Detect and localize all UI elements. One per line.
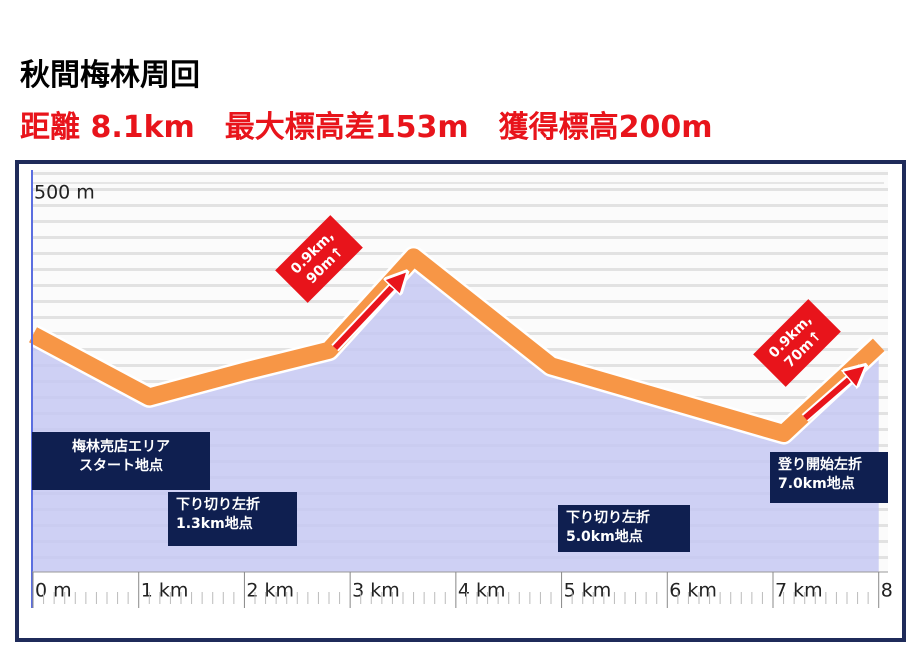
x-tick-label: 1 km xyxy=(141,580,189,602)
arrow xyxy=(332,279,400,351)
annotation-line: 5.0km地点 xyxy=(566,529,643,545)
annotation: 下り切り左折 5.0km地点 xyxy=(558,505,690,552)
annotation: 登り開始左折 7.0km地点 xyxy=(770,452,888,503)
x-tick-label: 6 km xyxy=(669,580,717,602)
x-tick-label: 5 km xyxy=(564,580,612,602)
annotation: 梅林売店エリア スタート地点 xyxy=(32,432,210,490)
x-tick-label: 0 m xyxy=(35,580,72,602)
annotation-line: 下り切り左折 xyxy=(566,510,650,526)
annotation-line: スタート地点 xyxy=(79,458,163,474)
x-tick-label: 7 km xyxy=(775,580,823,602)
x-tick-label: 2 km xyxy=(246,580,294,602)
x-tick-label: 3 km xyxy=(352,580,400,602)
x-tick-label: 8 xyxy=(881,580,893,602)
annotation-line: 7.0km地点 xyxy=(778,476,855,492)
arrow xyxy=(803,372,858,421)
annotation-line: 梅林売店エリア xyxy=(72,439,170,455)
annotation-line: 登り開始左折 xyxy=(778,457,862,473)
x-tick-label: 4 km xyxy=(458,580,506,602)
annotation-line: 1.3km地点 xyxy=(176,516,253,532)
annotation-line: 下り切り左折 xyxy=(176,497,260,513)
y-tick-label: 500 m xyxy=(34,181,95,203)
annotation: 下り切り左折 1.3km地点 xyxy=(168,492,297,546)
subtitle: 距離 8.1km 最大標高差153m 獲得標高200m xyxy=(20,110,713,145)
title: 秋間梅林周回 xyxy=(20,58,200,93)
